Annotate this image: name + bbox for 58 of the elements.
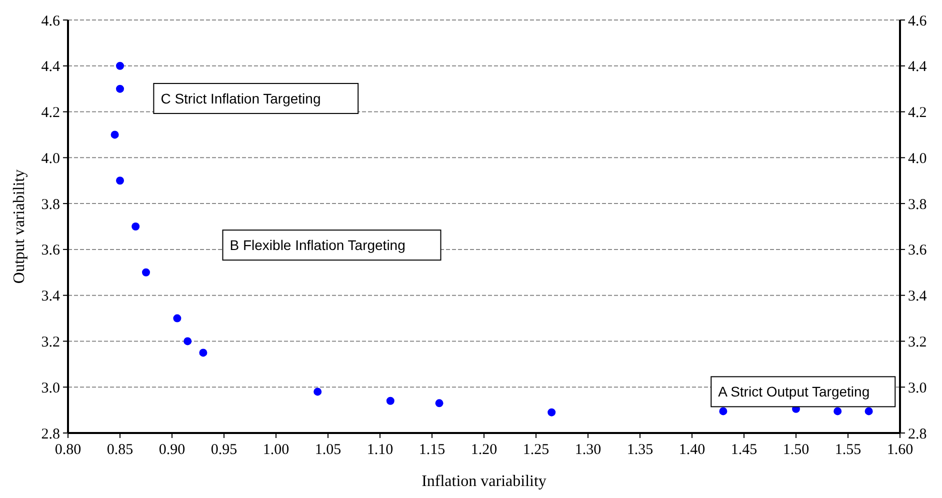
y2-tick-label: 4.6 <box>908 13 928 30</box>
y2-tick-label: 3.0 <box>908 380 927 396</box>
x-tick-label: 1.10 <box>366 442 394 458</box>
x-tick-label: 1.25 <box>522 442 550 458</box>
y-tick-label: 4.4 <box>41 59 60 76</box>
point <box>116 176 124 185</box>
x-tick-label: 1.55 <box>834 442 862 458</box>
x-tick-label: 1.45 <box>730 442 758 458</box>
point <box>435 399 444 408</box>
y2-tick-label: 2.8 <box>908 426 927 442</box>
point <box>173 314 182 322</box>
x-tick-label: 1.50 <box>782 442 810 458</box>
x-axis-title: Inflation variability <box>422 473 546 490</box>
point <box>386 396 394 405</box>
point <box>116 62 124 70</box>
x-tick-label: 1.60 <box>886 442 914 458</box>
point <box>199 348 208 357</box>
point <box>719 407 728 416</box>
y2-tick-label: 4.0 <box>908 150 927 167</box>
annotation: B Flexible Inflation Targeting <box>230 236 406 253</box>
point <box>110 130 119 139</box>
point <box>834 407 842 416</box>
x-tick-label: 0.95 <box>210 442 238 458</box>
y2-tick-label: 4.2 <box>908 105 927 122</box>
point <box>116 84 124 93</box>
point <box>142 268 150 276</box>
point <box>184 337 192 346</box>
y2-tick-label: 3.4 <box>908 288 928 305</box>
y-tick-label: 4.0 <box>41 150 60 167</box>
y-tick-label: 4.2 <box>41 105 60 122</box>
x-tick-label: 1.35 <box>626 442 654 458</box>
annotation: C Strict Inflation Targeting <box>160 90 321 106</box>
x-tick-label: 0.90 <box>158 442 186 458</box>
point <box>132 222 140 230</box>
y2-tick-label: 3.8 <box>908 196 927 213</box>
y-tick-label: 3.8 <box>41 196 60 213</box>
annotation: A Strict Output Targeting <box>718 384 870 400</box>
y-axis-title: Output variability <box>11 169 28 284</box>
y-tick-label: 3.2 <box>41 334 60 350</box>
x-tick-label: 1.15 <box>418 442 446 458</box>
y-tick-label: 3.0 <box>41 380 60 396</box>
x-tick-label: 1.40 <box>678 442 706 458</box>
x-tick-label: 1.30 <box>574 442 602 458</box>
y-tick-label: 2.8 <box>41 426 60 442</box>
y2-tick-label: 3.2 <box>908 334 927 350</box>
y2-tick-label: 3.6 <box>908 242 928 259</box>
x-tick-label: 1.05 <box>314 442 342 458</box>
y2-tick-label: 4.4 <box>908 59 928 76</box>
point <box>314 388 322 396</box>
y-tick-label: 4.6 <box>41 13 60 30</box>
point <box>548 408 556 416</box>
y-tick-label: 3.4 <box>41 288 60 305</box>
point <box>864 407 873 416</box>
x-tick-label: 0.85 <box>106 442 134 458</box>
x-tick-label: 1.20 <box>470 442 498 458</box>
y-tick-label: 3.6 <box>41 242 60 259</box>
x-tick-label: 0.80 <box>54 442 82 458</box>
x-tick-label: 1.00 <box>262 442 290 458</box>
